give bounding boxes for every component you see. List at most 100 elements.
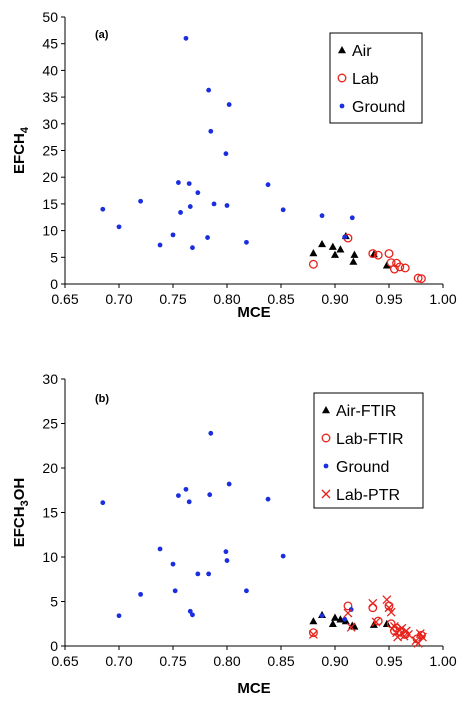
legend-marker <box>339 103 345 109</box>
legend: Air Lab Ground <box>329 32 423 124</box>
y-tick-label: 10 <box>42 223 58 239</box>
data-point <box>395 262 405 272</box>
series-ground <box>100 35 355 251</box>
data-point <box>336 615 345 623</box>
x-tick-label: 0.75 <box>159 291 186 307</box>
data-point <box>331 613 339 621</box>
x-tick-label: 0.65 <box>51 653 78 669</box>
x-tick-label: 0.95 <box>375 291 402 307</box>
data-point <box>384 249 394 259</box>
data-point <box>244 588 249 594</box>
data-point <box>343 601 353 611</box>
data-point <box>368 598 378 608</box>
data-point <box>226 481 232 487</box>
series-lab <box>308 233 426 284</box>
data-point <box>384 603 394 613</box>
x-tick-label: 0.80 <box>213 653 240 669</box>
x-tick-label: 0.70 <box>105 291 132 307</box>
data-point <box>116 613 122 619</box>
data-point <box>172 588 178 594</box>
data-point <box>208 128 214 134</box>
data-point <box>223 151 229 157</box>
y-tick-label: 30 <box>42 371 58 387</box>
x-tick-label: 1.00 <box>429 291 456 307</box>
x-tick-label: 0.85 <box>267 653 294 669</box>
data-point <box>138 198 144 204</box>
data-point <box>157 242 163 248</box>
data-point <box>403 629 413 639</box>
data-point <box>206 87 212 93</box>
data-point <box>190 245 195 251</box>
x-tick-label: 0.75 <box>159 653 186 669</box>
data-point <box>336 245 345 253</box>
data-point <box>116 224 122 230</box>
data-point <box>280 553 286 559</box>
data-point <box>328 619 337 627</box>
y-axis-title-part: EFCH <box>11 506 28 547</box>
y-tick-label: 5 <box>50 249 58 265</box>
x-tick-label: 0.85 <box>267 291 294 307</box>
y-tick-label: 50 <box>42 9 58 25</box>
x-tick-label: 0.65 <box>51 291 78 307</box>
data-point <box>206 571 212 577</box>
y-tick-label: 15 <box>42 196 58 212</box>
data-point <box>176 180 181 185</box>
data-point <box>349 257 358 265</box>
data-point <box>350 250 359 258</box>
data-point <box>178 210 183 215</box>
y-tick-label: 10 <box>42 549 58 565</box>
y-axis-title-subscript: 4 <box>19 126 31 133</box>
y-tick-label: 0 <box>50 276 58 292</box>
data-point <box>157 546 163 552</box>
data-point <box>371 617 381 627</box>
y-tick-label: 5 <box>50 594 58 610</box>
panel-b-methanol-chart: 0 5 10 15 20 25 30 0.65 0.70 0.75 0.80 0.85 0.90 0.95… <box>11 371 457 697</box>
x-axis-title: MCE <box>237 304 270 321</box>
y-tick-label: 25 <box>42 143 58 159</box>
data-point <box>190 612 195 618</box>
data-point <box>389 264 399 274</box>
data-point <box>100 206 106 212</box>
data-point <box>416 630 426 640</box>
legend-label: Air <box>352 43 372 60</box>
x-tick-label: 0.90 <box>321 653 348 669</box>
data-point <box>346 622 356 632</box>
data-point <box>331 250 339 258</box>
data-point <box>318 239 327 248</box>
y-tick-label: 0 <box>50 638 58 654</box>
data-point <box>223 549 229 555</box>
data-point <box>100 500 106 506</box>
data-point <box>342 616 348 622</box>
y-tick-label: 30 <box>42 116 58 132</box>
x-tick-label: 0.95 <box>375 653 402 669</box>
legend-label: Ground <box>352 99 405 116</box>
data-point <box>319 613 325 619</box>
data-point <box>211 201 217 207</box>
x-axis-title: MCE <box>237 680 270 697</box>
y-axis-title-part: OH <box>11 478 28 501</box>
data-point <box>170 232 176 238</box>
data-point <box>183 486 189 492</box>
y-tick-label: 25 <box>42 416 58 432</box>
data-point <box>416 274 426 284</box>
data-point <box>195 571 201 577</box>
data-point <box>208 430 214 436</box>
y-tick-label: 45 <box>42 36 58 52</box>
data-point <box>170 561 176 567</box>
data-point <box>382 595 392 605</box>
data-point <box>349 215 355 221</box>
data-point <box>413 638 423 648</box>
legend-box <box>313 392 424 509</box>
legend-marker <box>338 46 346 54</box>
x-tick-label: 0.70 <box>105 653 132 669</box>
data-point <box>319 213 325 219</box>
x-tick-label: 0.80 <box>213 291 240 307</box>
data-point <box>418 632 427 642</box>
panel-a-methane-chart: 0 5 10 15 20 25 30 35 40 45 50 0.65 0.70 0.75 0.80 0.85… <box>11 9 457 321</box>
y-tick-label: 20 <box>42 169 58 185</box>
legend-marker <box>322 406 330 414</box>
legend-marker <box>321 489 331 499</box>
data-point <box>308 628 318 638</box>
data-point <box>280 207 286 213</box>
